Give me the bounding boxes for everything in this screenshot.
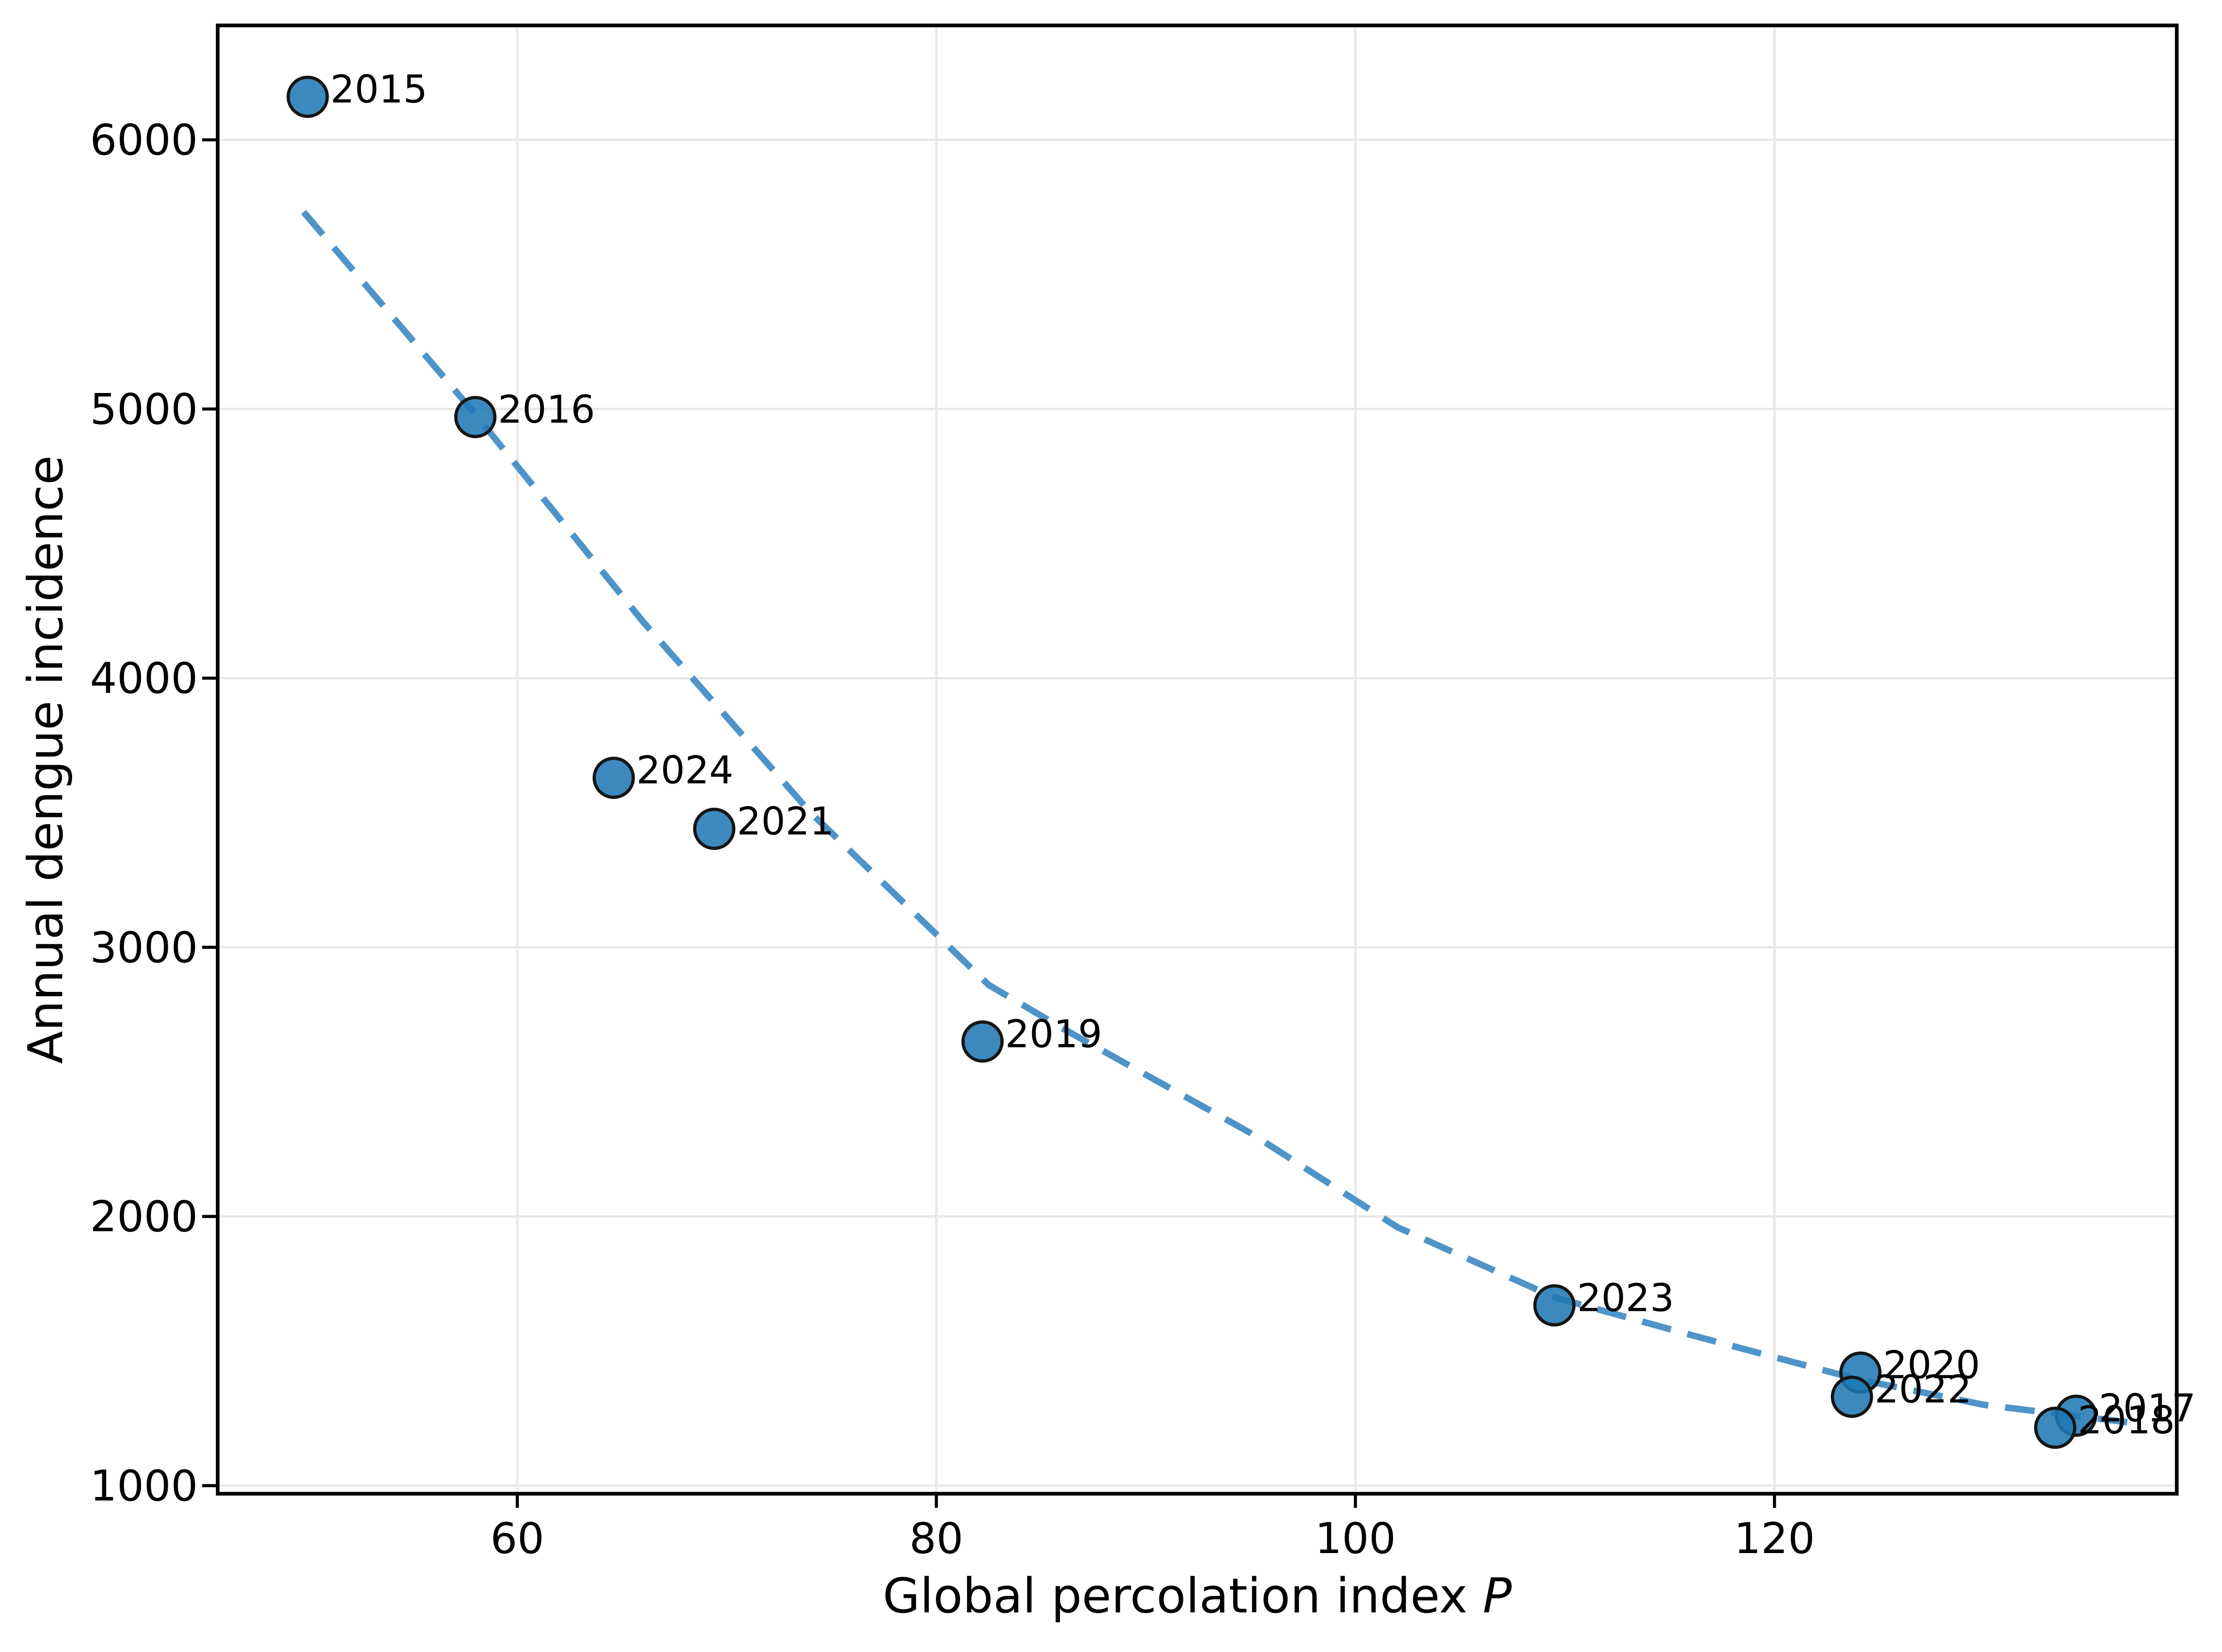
point-label-2022: 2022 [1875, 1367, 1972, 1412]
xtick-label-60: 60 [490, 1514, 544, 1563]
point-2023 [1533, 1284, 1576, 1327]
ytick-label-3000: 3000 [90, 923, 198, 973]
point-label-2018: 2018 [2078, 1398, 2175, 1443]
point-label-2021: 2021 [737, 800, 834, 844]
point-label-2024: 2024 [636, 749, 733, 793]
gridlines [217, 25, 2177, 1494]
xtick-label-80: 80 [910, 1514, 963, 1563]
ytick-label-6000: 6000 [90, 115, 198, 165]
xtick-label-120: 120 [1734, 1514, 1815, 1563]
point-label-2017: 2017 [2099, 1387, 2196, 1431]
ytick-label-1000: 1000 [90, 1461, 198, 1511]
point-2024 [592, 756, 635, 799]
ytick-label-4000: 4000 [90, 654, 198, 703]
point-label-2020: 2020 [1883, 1343, 1980, 1388]
ytick-label-2000: 2000 [90, 1192, 198, 1242]
point-2015 [287, 75, 329, 118]
point-label-2019: 2019 [1005, 1012, 1102, 1056]
point-label-2016: 2016 [498, 388, 595, 432]
point-2018 [2034, 1407, 2076, 1449]
y-axis-label: Annual dengue incidence [18, 455, 74, 1064]
point-label-2023: 2023 [1577, 1276, 1674, 1320]
trend-line [301, 210, 2129, 1426]
point-label-2015: 2015 [330, 67, 427, 112]
xtick-label-100: 100 [1315, 1514, 1396, 1563]
x-axis-label: Global percolation index P [883, 1568, 1512, 1624]
point-2016 [454, 396, 497, 438]
point-2019 [961, 1020, 1004, 1063]
point-2021 [693, 808, 736, 850]
ytick-label-5000: 5000 [90, 384, 198, 434]
point-2022 [1830, 1375, 1873, 1418]
ticks: 1000 2000 3000 4000 5000 6000 60 80 100 120 [90, 115, 1815, 1563]
axes-spines [216, 24, 2179, 1496]
